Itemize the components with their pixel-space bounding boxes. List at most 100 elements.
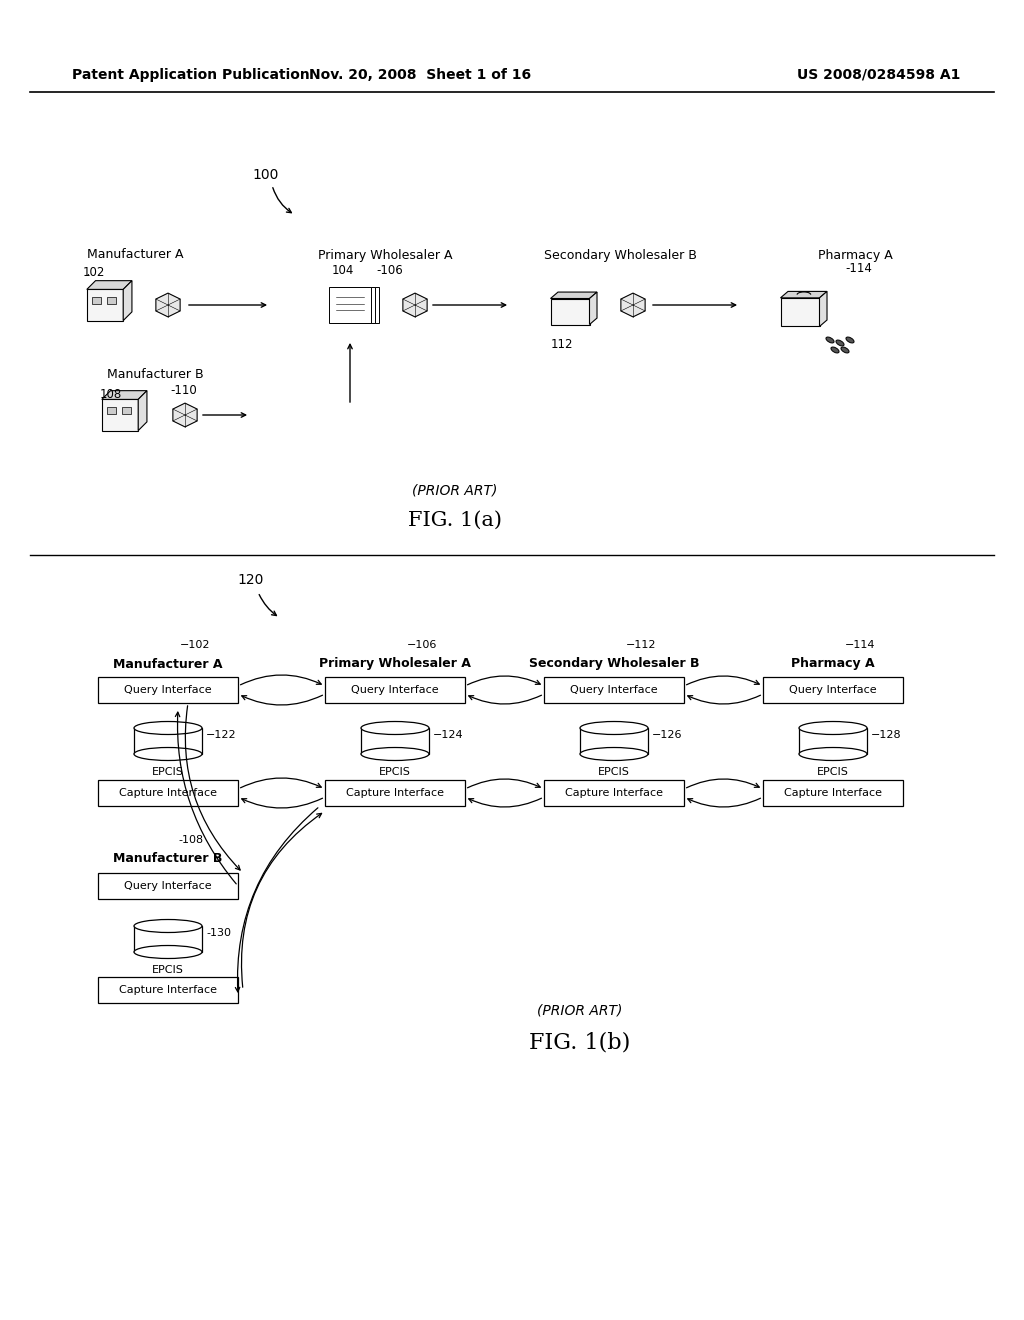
Bar [763, 780, 903, 807]
Text: EPCIS: EPCIS [598, 767, 630, 777]
Text: −122: −122 [206, 730, 237, 741]
Text: Primary Wholesaler A: Primary Wholesaler A [319, 657, 471, 671]
Bar [325, 677, 465, 704]
Text: Pharmacy A: Pharmacy A [792, 657, 874, 671]
Polygon shape [87, 281, 132, 289]
Text: Manufacturer A: Manufacturer A [87, 248, 183, 261]
Bar [333, 286, 375, 323]
Text: Query Interface: Query Interface [790, 685, 877, 696]
Text: Capture Interface: Capture Interface [119, 788, 217, 799]
Text: −112: −112 [626, 640, 656, 649]
Text: US 2008/0284598 A1: US 2008/0284598 A1 [797, 69, 961, 82]
Bar [780, 298, 819, 326]
Bar [98, 977, 238, 1003]
Text: FIG. 1(b): FIG. 1(b) [529, 1031, 631, 1053]
Text: -106: -106 [376, 264, 402, 276]
Bar [92, 297, 101, 304]
Ellipse shape [134, 722, 202, 734]
Ellipse shape [799, 747, 867, 760]
Text: Pharmacy A: Pharmacy A [817, 248, 892, 261]
Text: 112: 112 [551, 338, 573, 351]
Bar [580, 729, 648, 754]
Text: Manufacturer A: Manufacturer A [114, 657, 223, 671]
Bar [108, 407, 117, 414]
Polygon shape [156, 293, 180, 317]
Text: 120: 120 [237, 573, 263, 587]
Bar [98, 677, 238, 704]
Bar [98, 780, 238, 807]
Ellipse shape [799, 722, 867, 734]
Ellipse shape [134, 747, 202, 760]
Text: EPCIS: EPCIS [152, 767, 184, 777]
Polygon shape [621, 293, 645, 317]
Text: Patent Application Publication: Patent Application Publication [72, 69, 309, 82]
Text: Query Interface: Query Interface [570, 685, 657, 696]
Bar [87, 289, 123, 321]
Text: Capture Interface: Capture Interface [119, 985, 217, 995]
Polygon shape [138, 391, 146, 430]
Text: -114: -114 [845, 261, 871, 275]
Text: FIG. 1(a): FIG. 1(a) [408, 511, 502, 529]
Bar [325, 780, 465, 807]
Bar [544, 780, 684, 807]
Polygon shape [780, 292, 827, 298]
Polygon shape [551, 292, 597, 298]
Ellipse shape [134, 920, 202, 932]
Ellipse shape [580, 747, 648, 760]
Polygon shape [173, 403, 198, 426]
Text: −124: −124 [433, 730, 464, 741]
Text: Capture Interface: Capture Interface [784, 788, 882, 799]
Ellipse shape [580, 722, 648, 734]
Text: 104: 104 [332, 264, 354, 276]
Text: −102: −102 [180, 640, 211, 649]
Polygon shape [819, 292, 827, 326]
Text: −114: −114 [845, 640, 876, 649]
Bar [134, 927, 202, 952]
Text: Manufacturer B: Manufacturer B [106, 368, 204, 381]
Ellipse shape [841, 347, 849, 352]
Bar [763, 677, 903, 704]
Text: Secondary Wholesaler B: Secondary Wholesaler B [544, 248, 696, 261]
Bar [337, 286, 379, 323]
Text: EPCIS: EPCIS [152, 965, 184, 975]
Bar [544, 677, 684, 704]
Text: 100: 100 [252, 168, 279, 182]
Bar [799, 729, 867, 754]
Text: Query Interface: Query Interface [124, 880, 212, 891]
Ellipse shape [134, 945, 202, 958]
Ellipse shape [846, 337, 854, 343]
Ellipse shape [361, 747, 429, 760]
Polygon shape [123, 281, 132, 321]
Text: Query Interface: Query Interface [351, 685, 439, 696]
Text: Secondary Wholesaler B: Secondary Wholesaler B [528, 657, 699, 671]
Bar [551, 298, 590, 325]
Text: 102: 102 [83, 265, 105, 279]
Text: (PRIOR ART): (PRIOR ART) [413, 483, 498, 498]
Bar [122, 407, 131, 414]
Text: -108: -108 [178, 836, 203, 845]
Text: Capture Interface: Capture Interface [565, 788, 663, 799]
Text: Capture Interface: Capture Interface [346, 788, 444, 799]
Text: 108: 108 [100, 388, 122, 401]
Ellipse shape [826, 337, 835, 343]
Text: EPCIS: EPCIS [379, 767, 411, 777]
Bar [98, 873, 238, 899]
Bar [134, 729, 202, 754]
Text: −106: −106 [407, 640, 437, 649]
Ellipse shape [361, 722, 429, 734]
Text: -110: -110 [170, 384, 197, 396]
Polygon shape [402, 293, 427, 317]
Text: (PRIOR ART): (PRIOR ART) [538, 1003, 623, 1016]
Text: -130: -130 [206, 928, 231, 939]
Text: EPCIS: EPCIS [817, 767, 849, 777]
Polygon shape [101, 391, 146, 400]
Bar [106, 297, 116, 304]
Text: Query Interface: Query Interface [124, 685, 212, 696]
Polygon shape [590, 292, 597, 325]
Text: Nov. 20, 2008  Sheet 1 of 16: Nov. 20, 2008 Sheet 1 of 16 [309, 69, 531, 82]
Text: −126: −126 [652, 730, 683, 741]
Text: −128: −128 [871, 730, 901, 741]
Bar [329, 286, 371, 323]
Bar [361, 729, 429, 754]
Ellipse shape [836, 341, 844, 346]
